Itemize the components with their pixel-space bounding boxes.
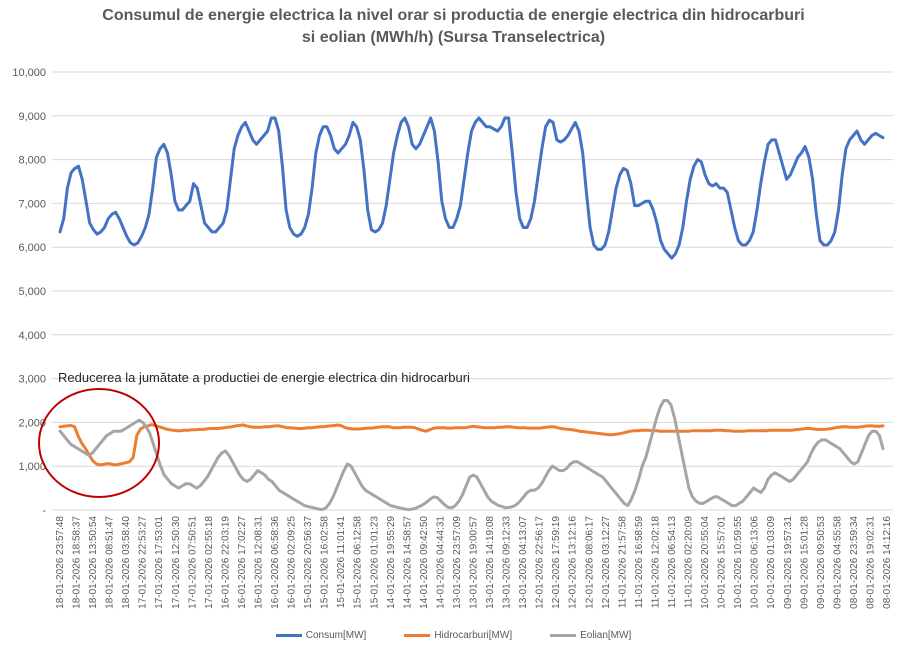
x-tick-label: 09-01-2026 15:01:28: [799, 516, 810, 609]
gridlines: [52, 71, 893, 511]
x-tick-label: 09-01-2026 04:55:58: [832, 516, 843, 609]
x-tick-label: 17-01-2026 07:50:51: [187, 516, 198, 609]
x-tick-label: 12-01-2026 03:12:27: [601, 516, 612, 609]
legend: Consum[MW] Hidrocarburi[MW] Eolian[MW]: [0, 630, 907, 641]
x-tick-label: 17-01-2026 17:53:01: [154, 516, 165, 609]
x-tick-label: 18-01-2026 08:51:47: [105, 516, 116, 609]
x-tick-label: 11-01-2026 16:58:59: [634, 516, 645, 609]
y-tick-label: 4,000: [18, 330, 46, 342]
x-tick-label: 10-01-2026 15:57:01: [717, 516, 728, 609]
legend-swatch: [550, 634, 577, 637]
x-tick-label: 10-01-2026 06:13:06: [750, 516, 761, 609]
x-tick-label: 08-01-2026 23:59:34: [849, 516, 860, 609]
x-tick-label: 15-01-2026 06:12:58: [353, 516, 364, 609]
x-tick-label: 11-01-2026 21:57:58: [617, 516, 628, 609]
y-tick-label: 9,000: [18, 111, 46, 123]
x-tick-label: 14-01-2026 19:55:29: [386, 516, 397, 609]
x-tick-label: 16-01-2026 22:03:19: [220, 516, 231, 609]
y-tick-label: 8,000: [18, 155, 46, 167]
x-tick-label: 14-01-2026 04:44:31: [435, 516, 446, 609]
series-line: [58, 116, 885, 260]
x-tick-label: 18-01-2026 18:58:37: [72, 516, 83, 609]
x-tick-label: 10-01-2026 01:03:09: [766, 516, 777, 609]
x-tick-label: 15-01-2026 01:01:23: [369, 516, 380, 609]
x-tick-label: 16-01-2026 02:09:25: [287, 516, 298, 609]
x-tick-label: 08-01-2026 19:02:31: [865, 516, 876, 609]
legend-label: Hidrocarburi[MW]: [434, 630, 513, 641]
x-tick-label: 16-01-2026 06:58:36: [270, 516, 281, 609]
x-tick-label: 12-01-2026 17:59:19: [551, 516, 562, 609]
line-chart: - 1,000 2,000 3,000 4,000 5,000 6,000 7,000 8,00…: [12, 67, 893, 609]
legend-swatch: [404, 634, 431, 637]
x-tick-label: 18-01-2026 13:50:54: [88, 516, 99, 609]
y-tick-label: 7,000: [18, 198, 46, 210]
x-tick-label: 14-01-2026 14:58:57: [402, 516, 413, 609]
x-tick-label: 11-01-2026 06:54:13: [667, 516, 678, 609]
y-tick-label: 10,000: [12, 67, 46, 79]
x-tick-label: 15-01-2026 20:56:37: [303, 516, 314, 609]
x-tick-label: 13-01-2026 23:57:09: [452, 516, 463, 609]
y-tick-label: 5,000: [18, 286, 46, 298]
x-tick-label: 14-01-2026 09:42:50: [419, 516, 430, 609]
x-tick-label: 13-01-2026 04:13:07: [518, 516, 529, 609]
x-tick-label: 10-01-2026 20:55:04: [700, 516, 711, 609]
x-tick-label: 12-01-2026 13:12:16: [568, 516, 579, 609]
annotation-text: Reducerea la jumătate a productiei de en…: [58, 370, 470, 385]
x-tick-label: 18-01-2026 23:57:48: [55, 516, 66, 609]
x-tick-label: 13-01-2026 09:12:33: [502, 516, 513, 609]
chart-title-line2: si eolian (MWh/h) (Sursa Transelectrica): [301, 29, 606, 46]
y-tick-label: -: [42, 505, 46, 517]
x-tick-label: 17-01-2026 22:53:27: [138, 516, 149, 609]
chart-title: Consumul de energie electrica la nivel o…: [0, 5, 907, 49]
y-tick-label: 6,000: [18, 242, 46, 254]
x-axis-ticks: 18-01-2026 23:57:48 18-01-2026 18:58:37 18…: [55, 516, 893, 609]
y-axis-ticks: - 1,000 2,000 3,000 4,000 5,000 6,000 7,000 8,00…: [12, 67, 46, 517]
x-tick-label: 11-01-2026 12:02:18: [650, 516, 661, 609]
y-tick-label: 1,000: [18, 461, 46, 473]
legend-label: Eolian[MW]: [580, 630, 632, 641]
x-tick-label: 09-01-2026 09:50:53: [816, 516, 827, 609]
x-tick-label: 13-01-2026 14:19:08: [485, 516, 496, 609]
x-tick-label: 08-01-2026 14:12:16: [882, 516, 893, 609]
x-tick-label: 13-01-2026 19:00:57: [469, 516, 480, 609]
x-tick-label: 16-01-2026 12:08:31: [253, 516, 264, 609]
legend-item: Eolian[MW]: [550, 630, 631, 641]
x-tick-label: 17-01-2026 02:55:18: [204, 516, 215, 609]
x-tick-label: 09-01-2026 19:57:31: [783, 516, 794, 609]
x-tick-label: 12-01-2026 08:06:17: [584, 516, 595, 609]
x-tick-label: 10-01-2026 10:59:55: [733, 516, 744, 609]
x-tick-label: 15-01-2026 16:02:58: [320, 516, 331, 609]
chart-title-line1: Consumul de energie electrica la nivel o…: [102, 7, 805, 24]
x-tick-label: 16-01-2026 17:02:27: [237, 516, 248, 609]
series-line: [58, 399, 885, 512]
highlight-circle: [38, 388, 160, 498]
x-tick-label: 18-01-2026 03:58:40: [121, 516, 132, 609]
series-lines: [58, 116, 885, 512]
legend-label: Consum[MW]: [305, 630, 367, 641]
x-tick-label: 11-01-2026 02:20:09: [684, 516, 695, 609]
legend-item: Consum[MW]: [275, 630, 367, 641]
x-tick-label: 12-01-2026 22:56:17: [535, 516, 546, 609]
y-tick-label: 2,000: [18, 417, 46, 429]
legend-item: Hidrocarburi[MW]: [404, 630, 512, 641]
y-tick-label: 3,000: [18, 374, 46, 386]
x-tick-label: 15-01-2026 11:01:41: [336, 516, 347, 609]
series-line: [58, 423, 885, 467]
legend-swatch: [275, 634, 302, 637]
x-tick-label: 17-01-2026 12:50:30: [171, 516, 182, 609]
